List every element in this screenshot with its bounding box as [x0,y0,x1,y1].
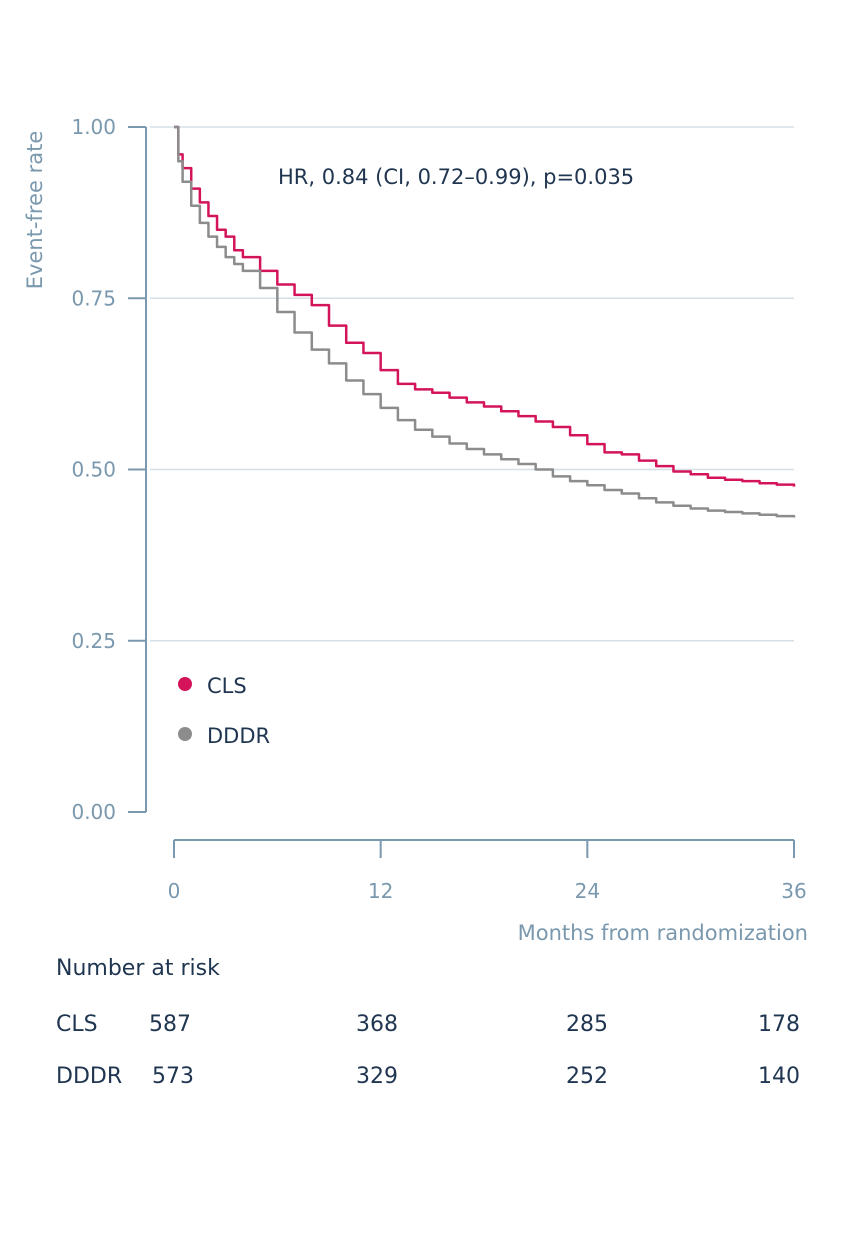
risk-cell: 368 [356,1012,398,1037]
risk-row-cls: CLS 587 368 285 178 [56,1012,816,1042]
risk-cell: 329 [356,1064,398,1089]
x-ticks: 0 12 24 36 [168,840,807,903]
risk-cell: 587 [149,1012,191,1037]
y-axis-label: Event-free rate [23,131,47,289]
legend-label-dddr: DDDR [207,724,270,748]
risk-cell: 178 [758,1012,800,1037]
legend-marker-dddr [178,727,192,741]
risk-cell: 573 [152,1064,194,1089]
risk-row-label: DDDR [56,1064,123,1089]
risk-cell: 140 [758,1064,800,1089]
y-tick-label: 1.00 [71,115,116,139]
series-line-cls [174,125,796,487]
risk-cell: 252 [566,1064,608,1089]
y-tick-label: 0.00 [71,800,116,824]
grid-lines [128,126,794,813]
y-tick-label: 0.25 [71,629,116,653]
x-tick-label: 36 [781,879,806,903]
km-chart: 0.00 0.25 0.50 0.75 1.00 0 12 24 36 Event-free … [23,115,808,945]
y-tick-labels: 0.00 0.25 0.50 0.75 1.00 [71,115,116,824]
series-lines [174,125,796,518]
series-line-dddr [174,125,796,518]
x-tick-label: 24 [575,879,600,903]
risk-cell: 285 [566,1012,608,1037]
x-axis-label: Months from randomization [518,921,808,945]
legend-marker-cls [178,677,192,691]
y-tick-label: 0.75 [71,286,116,310]
risk-row-label: CLS [56,1012,98,1037]
legend-label-cls: CLS [207,674,247,698]
x-tick-label: 0 [168,879,181,903]
risk-table-title: Number at risk [56,956,220,981]
legend: CLS DDDR [178,674,270,748]
x-tick-label: 12 [368,879,393,903]
hazard-ratio-annotation: HR, 0.84 (CI, 0.72–0.99), p=0.035 [278,165,634,189]
y-tick-label: 0.50 [71,458,116,482]
risk-row-dddr: DDDR 573 329 252 140 [56,1064,816,1094]
